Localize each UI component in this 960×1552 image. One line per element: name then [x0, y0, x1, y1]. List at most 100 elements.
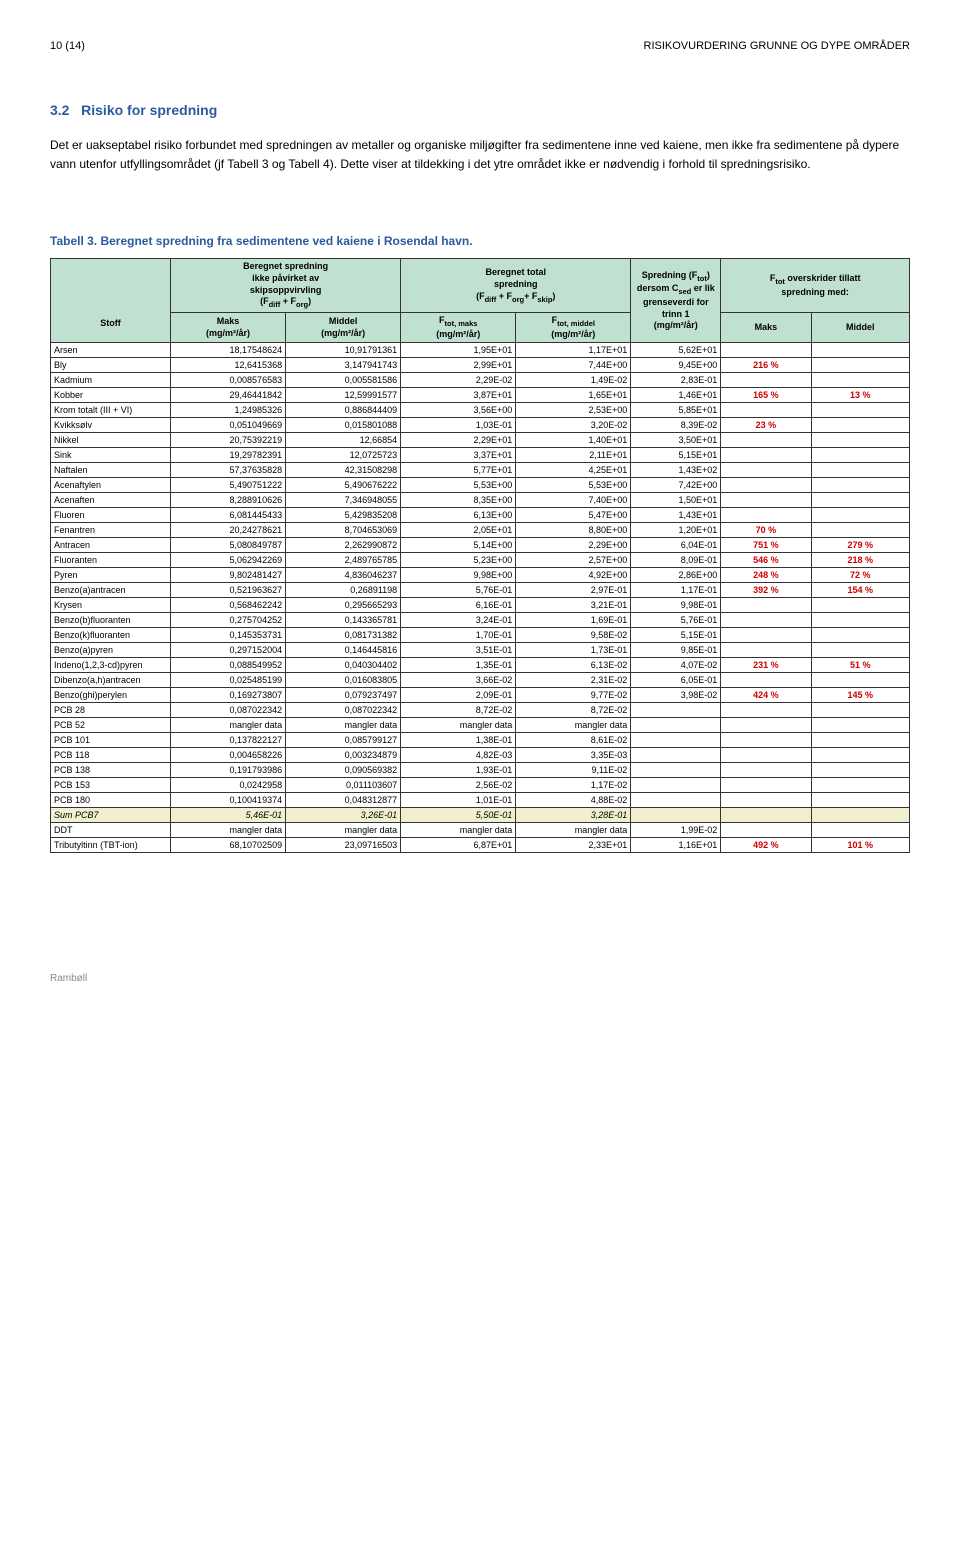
cell: [811, 643, 910, 658]
cell: 0,145353731: [171, 628, 286, 643]
cell: 0,016083805: [286, 673, 401, 688]
cell: 51 %: [811, 658, 910, 673]
cell: [721, 703, 811, 718]
cell: Benzo(k)fluoranten: [51, 628, 171, 643]
cell: 0,26891198: [286, 583, 401, 598]
cell: 3,26E-01: [286, 808, 401, 823]
cell: [811, 733, 910, 748]
cell: 1,38E-01: [401, 733, 516, 748]
cell: 0,100419374: [171, 793, 286, 808]
cell: [811, 463, 910, 478]
cell: 3,56E+00: [401, 403, 516, 418]
table-row: Krom totalt (III + VI)1,249853260,886844…: [51, 403, 910, 418]
cell: 1,35E-01: [401, 658, 516, 673]
cell: 0,088549952: [171, 658, 286, 673]
cell: 546 %: [721, 553, 811, 568]
cell: [811, 358, 910, 373]
cell: 0,003234879: [286, 748, 401, 763]
cell: 145 %: [811, 688, 910, 703]
cell: 4,82E-03: [401, 748, 516, 763]
doc-title: RISIKOVURDERING GRUNNE OG DYPE OMRÅDER: [644, 40, 910, 52]
cell: 0,191793986: [171, 763, 286, 778]
cell: 19,29782391: [171, 448, 286, 463]
cell: [811, 598, 910, 613]
col-middel2: Middel: [811, 312, 910, 342]
cell: 2,31E-02: [516, 673, 631, 688]
table-row: PCB 1180,0046582260,0032348794,82E-033,3…: [51, 748, 910, 763]
cell: 6,081445433: [171, 508, 286, 523]
cell: [811, 793, 910, 808]
cell: 8,35E+00: [401, 493, 516, 508]
table-row: PCB 52mangler datamangler datamangler da…: [51, 718, 910, 733]
cell: 5,62E+01: [631, 343, 721, 358]
section-number: 3.2: [50, 102, 69, 118]
col-middel: Middel(mg/m²/år): [286, 312, 401, 342]
cell: mangler data: [286, 718, 401, 733]
cell: [811, 493, 910, 508]
col-group-1: Beregnet spredningikke påvirket avskipso…: [171, 259, 401, 313]
cell: [721, 748, 811, 763]
table-row: PCB 1800,1004193740,0483128771,01E-014,8…: [51, 793, 910, 808]
cell: 6,87E+01: [401, 838, 516, 853]
cell: 2,29E-02: [401, 373, 516, 388]
table-row: Acenaften8,2889106267,3469480558,35E+007…: [51, 493, 910, 508]
cell: [811, 628, 910, 643]
cell: 2,56E-02: [401, 778, 516, 793]
cell: 6,13E-02: [516, 658, 631, 673]
cell: [721, 373, 811, 388]
cell: 0,008576583: [171, 373, 286, 388]
cell: 8,704653069: [286, 523, 401, 538]
cell: [721, 628, 811, 643]
footer-text: Rambøll: [50, 973, 910, 984]
cell: Pyren: [51, 568, 171, 583]
cell: 7,346948055: [286, 493, 401, 508]
cell: [811, 823, 910, 838]
cell: 1,17E-02: [516, 778, 631, 793]
cell: 29,46441842: [171, 388, 286, 403]
cell: [721, 598, 811, 613]
cell: [721, 448, 811, 463]
cell: 0,051049669: [171, 418, 286, 433]
col-group-4: Ftot overskrider tillattspredning med:: [721, 259, 910, 313]
cell: 6,16E-01: [401, 598, 516, 613]
cell: 0,048312877: [286, 793, 401, 808]
cell: 8,61E-02: [516, 733, 631, 748]
table-row: Pyren9,8024814274,8360462379,98E+004,92E…: [51, 568, 910, 583]
cell: 12,6415368: [171, 358, 286, 373]
col-maks: Maks(mg/m²/år): [171, 312, 286, 342]
cell: 5,50E-01: [401, 808, 516, 823]
cell: 492 %: [721, 838, 811, 853]
table-row: Kobber29,4644184212,599915773,87E+011,65…: [51, 388, 910, 403]
table-row: Fluoren6,0814454335,4298352086,13E+005,4…: [51, 508, 910, 523]
cell: 7,40E+00: [516, 493, 631, 508]
cell: 216 %: [721, 358, 811, 373]
cell: Sink: [51, 448, 171, 463]
cell: 1,17E-01: [631, 583, 721, 598]
cell: 23 %: [721, 418, 811, 433]
cell: Benzo(a)pyren: [51, 643, 171, 658]
table-row: PCB 280,0870223420,0870223428,72E-028,72…: [51, 703, 910, 718]
table-row: Sink19,2978239112,07257233,37E+012,11E+0…: [51, 448, 910, 463]
cell: [811, 778, 910, 793]
cell: Sum PCB7: [51, 808, 171, 823]
cell: 9,11E-02: [516, 763, 631, 778]
cell: Indeno(1,2,3-cd)pyren: [51, 658, 171, 673]
cell: 1,40E+01: [516, 433, 631, 448]
cell: 5,47E+00: [516, 508, 631, 523]
cell: 12,59991577: [286, 388, 401, 403]
cell: 9,77E-02: [516, 688, 631, 703]
cell: 2,05E+01: [401, 523, 516, 538]
table-row: Tributyltinn (TBT-ion)68,1070250923,0971…: [51, 838, 910, 853]
cell: mangler data: [171, 718, 286, 733]
cell: 0,137822127: [171, 733, 286, 748]
cell: 7,44E+00: [516, 358, 631, 373]
table-row: Benzo(b)fluoranten0,2757042520,143365781…: [51, 613, 910, 628]
cell: 0,085799127: [286, 733, 401, 748]
table-row: PCB 1530,02429580,0111036072,56E-021,17E…: [51, 778, 910, 793]
cell: [811, 508, 910, 523]
cell: 1,49E-02: [516, 373, 631, 388]
cell: 2,33E+01: [516, 838, 631, 853]
cell: 5,53E+00: [516, 478, 631, 493]
cell: [631, 763, 721, 778]
cell: PCB 180: [51, 793, 171, 808]
